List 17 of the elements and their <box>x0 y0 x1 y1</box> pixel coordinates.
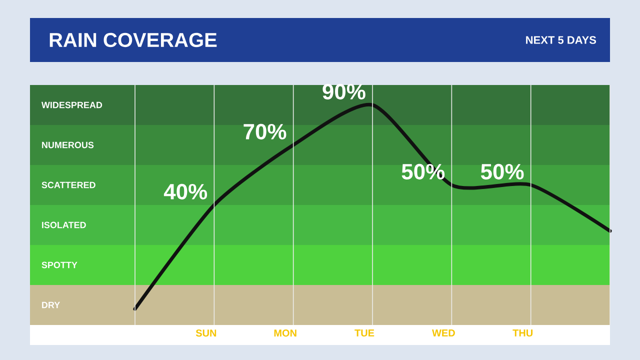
band-label: WIDESPREAD <box>41 102 102 108</box>
band-label: SPOTTY <box>42 262 78 268</box>
data-label: 70% <box>244 124 286 140</box>
chart-subtitle: NEXT 5 DAYS <box>526 36 596 44</box>
x-tick-label: TUE <box>354 330 374 337</box>
x-tick-label: THU <box>512 330 533 337</box>
data-label: 40% <box>164 184 208 200</box>
x-tick-label: WED <box>432 330 455 336</box>
data-label: 50% <box>480 164 524 180</box>
data-label: 90% <box>322 84 366 100</box>
band-label: ISOLATED <box>42 222 86 228</box>
band-label: SCATTERED <box>42 182 96 188</box>
x-tick-label: MON <box>274 330 296 337</box>
x-tick-label: SUN <box>196 330 216 337</box>
chart-title: RAIN COVERAGE <box>50 32 217 48</box>
band-label: DRY <box>42 302 60 308</box>
band-label: NUMEROUS <box>42 142 94 148</box>
